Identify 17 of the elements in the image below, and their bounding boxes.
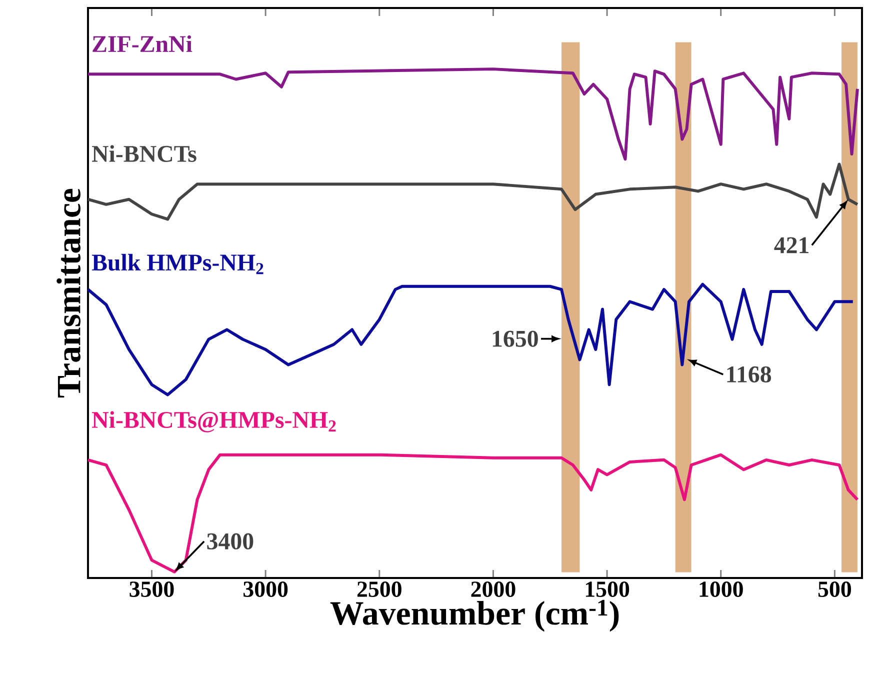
annotation: 1168 — [727, 366, 772, 382]
series-label: Bulk HMPs-NH$_{2}$ — [92, 254, 264, 274]
x-axis-title: Wavenumber (cm$^{-1}$) — [330, 600, 619, 632]
x-tick-label: 500 — [818, 582, 852, 597]
annotation: 3400 — [207, 533, 254, 550]
series-label: Ni-BNCTs — [92, 145, 196, 162]
series-label: Ni-BNCTs@HMPs-NH$_{2}$ — [92, 411, 336, 432]
annotation: 1650 — [492, 330, 538, 347]
x-tick-label: 3500 — [130, 582, 174, 597]
x-tick-label: 1000 — [700, 582, 743, 597]
series-label: ZIF-ZnNi — [92, 35, 192, 52]
x-tick-label: 2500 — [357, 582, 402, 597]
annotation: 421 — [774, 237, 808, 254]
y-axis-title: Transmittance — [56, 188, 80, 398]
x-tick-label: 3000 — [244, 582, 288, 597]
x-tick-label: 1500 — [586, 582, 630, 597]
x-tick-label: 2000 — [471, 582, 516, 597]
